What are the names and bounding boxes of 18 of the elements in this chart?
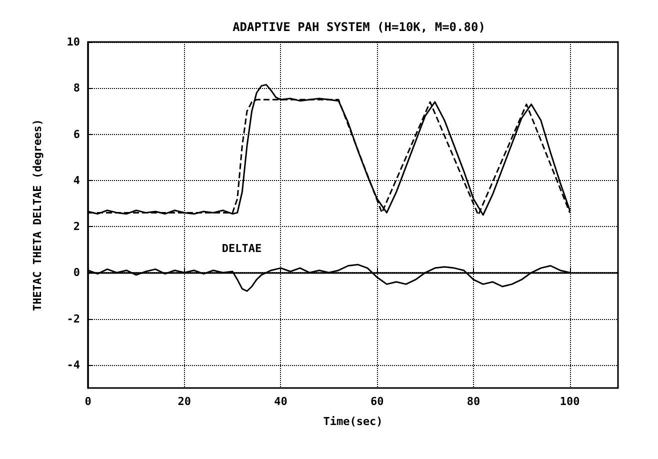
y-tick-label: -4: [66, 358, 80, 372]
y-tick-label: 0: [73, 266, 80, 280]
chart-title: ADAPTIVE PAH SYSTEM (H=10K, M=0.80): [232, 20, 486, 34]
y-tick-label: 2: [73, 220, 80, 234]
y-axis-title: THETAC THETA DELTAE (degrees): [31, 118, 44, 312]
x-tick-label: 100: [560, 395, 580, 408]
y-tick-label: 4: [73, 174, 80, 187]
annotation: DELTAE: [222, 242, 262, 255]
x-tick-label: 0: [84, 395, 92, 408]
x-tick-label: 80: [466, 395, 480, 408]
x-tick-label: 40: [274, 395, 288, 408]
x-tick-label: 20: [178, 395, 191, 408]
x-tick-label: 60: [370, 395, 384, 408]
x-axis-title: Time(sec): [323, 415, 383, 428]
y-tick-label: -2: [66, 312, 80, 326]
y-tick-label: 8: [73, 82, 80, 95]
y-tick-label: 10: [66, 36, 80, 48]
y-tick-label: 6: [73, 128, 80, 141]
